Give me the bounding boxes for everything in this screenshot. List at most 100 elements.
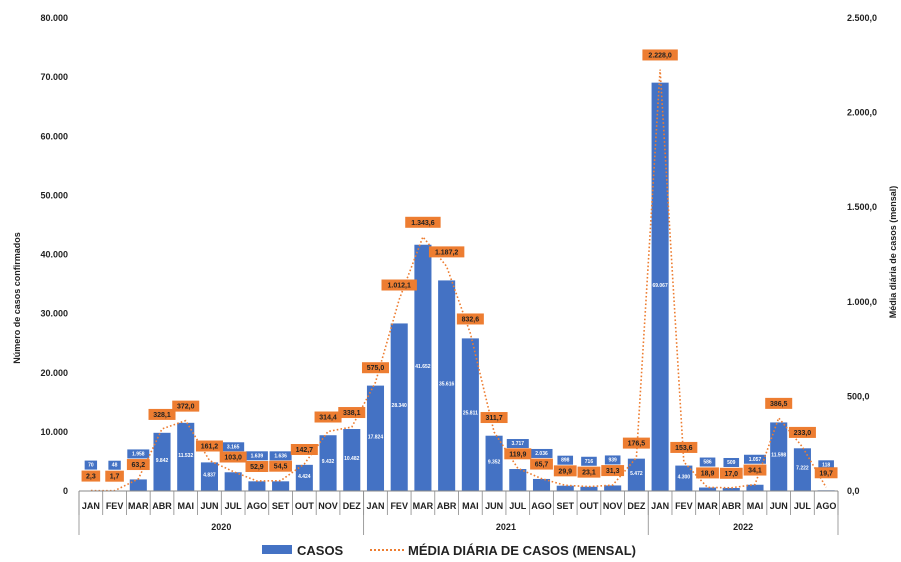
avg-value-label: 23,1 <box>582 470 596 477</box>
bar-label-box <box>581 456 597 466</box>
bar-value-label: 3.165 <box>227 444 240 450</box>
y2-axis-title: Média diária de casos (mensal) <box>888 186 898 319</box>
avg-value-label: 233,0 <box>794 430 812 437</box>
bar-casos <box>770 422 788 491</box>
avg-label-box <box>195 440 223 452</box>
month-label: JUL <box>225 501 243 511</box>
bar-value-label: 9.352 <box>488 459 501 465</box>
month-label: ABR <box>152 501 172 511</box>
bar-value-label: 3.717 <box>512 441 525 447</box>
avg-value-label: 1.187,2 <box>435 249 458 256</box>
month-label: AGO <box>816 501 837 511</box>
avg-series: 2,3 1,7 63,2 328,1 372,0 161,2 103,0 52,9 54,5 14… <box>81 49 838 492</box>
avg-value-label: 29,9 <box>558 468 572 475</box>
bar-casos <box>390 323 408 491</box>
bar-label-box <box>743 454 766 464</box>
avg-label-box <box>314 411 342 423</box>
bar-casos <box>651 82 669 492</box>
bar-value-label: 4.300 <box>678 474 691 480</box>
bar-value-label: 939 <box>609 457 618 463</box>
avg-value-label: 314,4 <box>319 415 337 422</box>
bar-casos <box>675 465 693 491</box>
bar-label-box <box>604 455 621 465</box>
bar-value-label: 41.652 <box>415 364 431 370</box>
bar-value-label: 1.636 <box>274 453 287 459</box>
avg-value-label: 31,3 <box>606 468 620 475</box>
month-label: JUL <box>794 501 812 511</box>
legend-label-media: MÉDIA DIÁRIA DE CASOS (MENSAL) <box>408 543 636 558</box>
avg-label-box <box>480 412 508 424</box>
avg-label-box <box>219 451 247 463</box>
bars-series: 70 48 1.958 9.842 11.532 4.837 3.165 1.639 1.636… <box>82 82 835 492</box>
month-label: MAI <box>462 501 479 511</box>
month-label: MAR <box>128 501 149 511</box>
month-label: MAI <box>177 501 194 511</box>
bar-value-label: 716 <box>585 459 594 465</box>
bar-label-box <box>699 457 716 467</box>
avg-value-label: 1.012,1 <box>388 283 411 290</box>
avg-value-label: 103,0 <box>224 455 242 462</box>
bar-value-label: 118 <box>822 462 830 468</box>
bar-casos <box>224 472 242 491</box>
avg-value-label: 832,6 <box>462 316 480 323</box>
y-tick-label: 50.000 <box>40 190 68 200</box>
y-tick-label: 80.000 <box>40 13 68 23</box>
bar-value-label: 898 <box>561 458 570 464</box>
avg-label-box <box>814 467 838 479</box>
avg-value-label: 18,9 <box>701 470 715 477</box>
avg-value-label: 119,9 <box>509 451 526 458</box>
y-tick-label: 60.000 <box>40 131 68 141</box>
avg-label-box <box>642 49 678 61</box>
avg-value-label: 1.343,6 <box>411 220 434 227</box>
month-label: NOV <box>603 501 623 511</box>
avg-value-label: 17,0 <box>724 471 738 478</box>
avg-label-box <box>105 470 124 482</box>
bar-label-box <box>127 449 150 459</box>
y-tick-label: 40.000 <box>40 250 68 260</box>
bar-casos <box>200 462 218 491</box>
bar-value-label: 10.482 <box>344 456 360 462</box>
avg-value-label: 176,5 <box>628 441 646 448</box>
bar-label-box <box>245 451 268 461</box>
bar-label-box <box>269 451 292 461</box>
month-label: JAN <box>651 501 669 511</box>
month-label: MAR <box>697 501 718 511</box>
bar-value-label: 11.532 <box>178 453 193 459</box>
bar-casos <box>532 478 551 491</box>
y2-tick-label: 2.500,0 <box>847 13 877 23</box>
bar-casos <box>556 485 574 491</box>
avg-value-label: 338,1 <box>343 410 361 417</box>
avg-value-label: 2,3 <box>86 474 96 481</box>
y-axis-title: Número de casos confirmados <box>12 232 22 364</box>
month-label: MAI <box>747 501 764 511</box>
bar-label-box <box>506 439 529 449</box>
bar-value-label: 509 <box>727 460 736 466</box>
month-label: AGO <box>247 501 268 511</box>
avg-value-label: 19,7 <box>819 470 833 477</box>
bar-casos <box>722 487 740 491</box>
avg-label-box <box>553 465 577 477</box>
bar-casos <box>153 432 171 491</box>
avg-value-label: 328,1 <box>153 412 171 419</box>
bar-value-label: 48 <box>112 463 118 469</box>
bar-casos <box>485 435 503 491</box>
bar-label-box <box>818 460 834 470</box>
avg-value-label: 153,6 <box>675 445 693 452</box>
bar-value-label: 1.958 <box>132 451 145 457</box>
avg-value-label: 52,9 <box>250 464 264 471</box>
y-tick-label: 0 <box>63 486 68 496</box>
line-media-diaria <box>90 69 827 492</box>
y-tick-label: 10.000 <box>40 427 68 437</box>
avg-label-box <box>504 448 532 460</box>
year-label: 2021 <box>496 522 516 532</box>
avg-value-label: 34,1 <box>748 468 762 475</box>
month-label: OUT <box>579 501 599 511</box>
y-axis-ticks: 0 10.000 20.000 30.000 40.000 50.000 60.000 70.… <box>40 13 68 496</box>
bar-value-label: 4.424 <box>298 474 311 480</box>
month-label: NOV <box>318 501 338 511</box>
bar-casos <box>627 458 645 491</box>
bar-value-label: 1.057 <box>749 457 762 463</box>
avg-value-label: 63,2 <box>131 462 145 469</box>
avg-label-box <box>530 458 553 470</box>
